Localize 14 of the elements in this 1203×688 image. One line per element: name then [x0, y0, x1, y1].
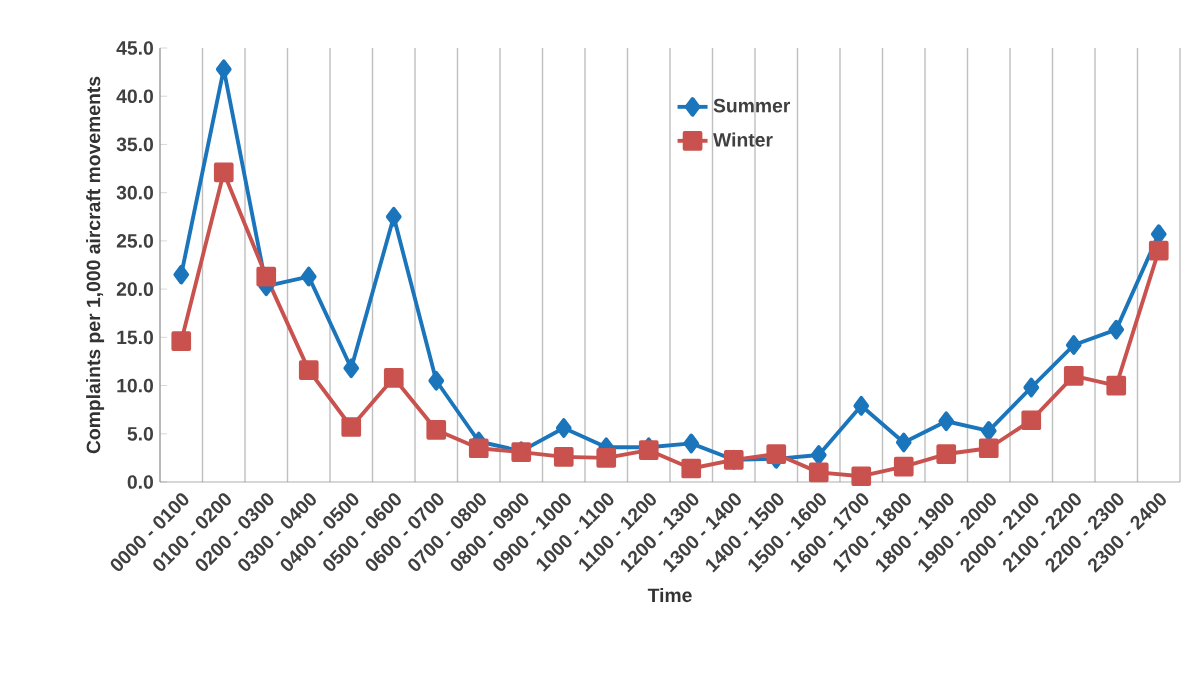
y-tick-label: 35.0	[116, 137, 153, 152]
y-tick-label: 5.0	[127, 426, 153, 441]
y-tick-label: 20.0	[116, 282, 153, 296]
legend-label: Summer	[713, 98, 791, 113]
y-tick-label: 25.0	[116, 234, 153, 248]
y-tick-label: 15.0	[117, 330, 153, 345]
legend-label: Winter	[713, 132, 773, 147]
y-tick-label: 10.0	[117, 378, 153, 393]
y-tick-label: 30.0	[116, 185, 153, 200]
y-tick-label: 0.0	[127, 475, 153, 489]
y-tick-label: 45.0	[116, 41, 153, 55]
y-tick-label: 40.0	[116, 89, 153, 104]
y-axis-title: Complaints per 1,000 aircraft movements	[86, 76, 105, 454]
x-axis-title: Time	[647, 587, 692, 603]
